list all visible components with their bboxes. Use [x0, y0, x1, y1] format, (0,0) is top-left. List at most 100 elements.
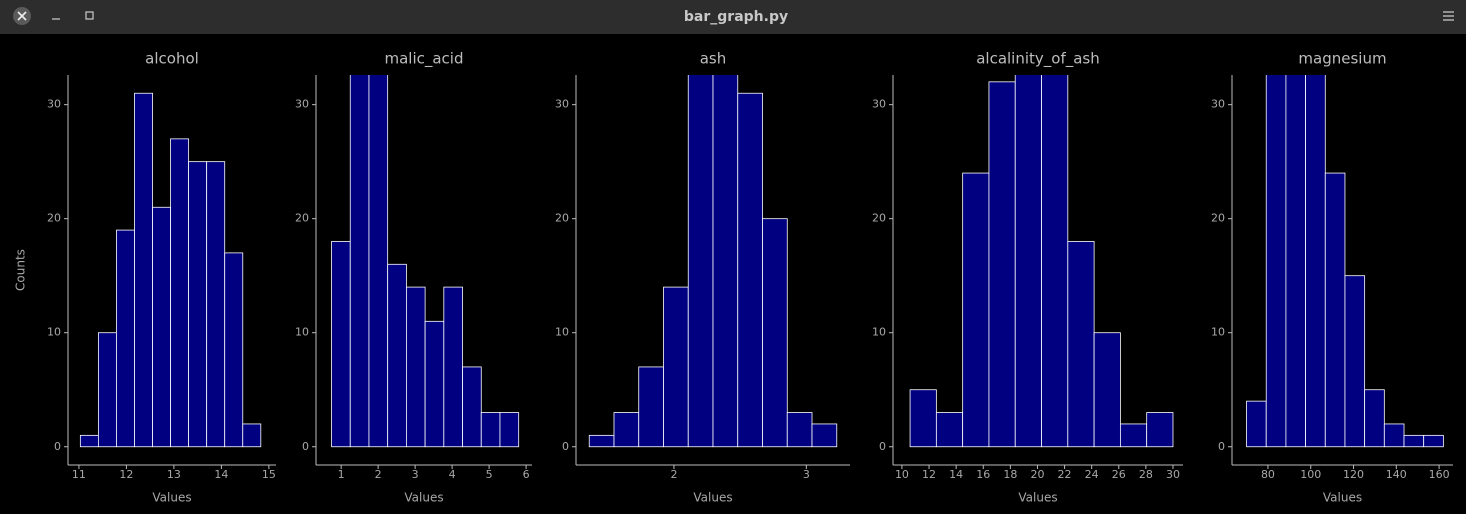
histogram-bar — [405, 286, 426, 448]
x-tick-label: 28 — [1139, 468, 1153, 481]
y-tick-label: 20 — [555, 212, 569, 225]
histogram-bar — [811, 423, 838, 448]
histogram-bar — [443, 286, 463, 448]
x-axis-label: Values — [693, 491, 732, 505]
histogram-bar — [349, 75, 370, 448]
histogram-bar — [1265, 75, 1287, 448]
histogram-bar — [1305, 75, 1326, 448]
histogram-bar — [786, 412, 813, 448]
histogram-bar — [1067, 241, 1095, 448]
histogram-bar — [638, 366, 664, 448]
histogram-bar — [97, 332, 117, 448]
histogram-bar — [613, 412, 640, 448]
histogram-bar — [480, 412, 501, 448]
histogram-bar — [909, 389, 937, 448]
y-tick-label: 20 — [872, 212, 886, 225]
y-tick-label: 30 — [1211, 98, 1225, 111]
histogram-bar — [242, 423, 262, 448]
histogram-bar — [988, 81, 1016, 448]
histogram-bar — [588, 434, 615, 448]
y-tick-label: 0 — [54, 440, 61, 453]
x-tick-label: 5 — [486, 468, 493, 481]
histogram-bar — [331, 241, 351, 448]
x-tick-label: 10 — [895, 468, 909, 481]
x-tick-label: 80 — [1261, 468, 1275, 481]
y-tick-label: 0 — [879, 440, 886, 453]
y-tick-label: 20 — [47, 212, 61, 225]
title-bar — [0, 0, 1466, 34]
histogram-bar — [1403, 434, 1425, 448]
histogram-bar — [1364, 389, 1385, 448]
chart-title: malic_acid — [384, 50, 463, 69]
histogram-bar — [762, 218, 788, 448]
y-tick-label: 10 — [1211, 326, 1225, 339]
x-tick-label: 3 — [412, 468, 419, 481]
x-tick-label: 24 — [1085, 468, 1099, 481]
plot-area — [1246, 75, 1444, 448]
maximize-button[interactable] — [85, 11, 94, 20]
histogram-bar — [188, 161, 208, 448]
histogram-bar — [462, 366, 482, 448]
x-tick-label: 1 — [338, 468, 345, 481]
plot-area — [909, 75, 1174, 448]
x-tick-label: 160 — [1429, 468, 1450, 481]
histogram-bar — [499, 412, 520, 448]
histogram-bar — [79, 434, 99, 448]
x-axis-label: Values — [1323, 491, 1362, 505]
x-tick-label: 16 — [976, 468, 990, 481]
histogram-bar — [1146, 412, 1174, 448]
histogram-bar — [116, 229, 135, 448]
histogram-bar — [1344, 275, 1366, 448]
y-tick-label: 0 — [1218, 440, 1225, 453]
x-axis-label: Values — [152, 491, 191, 505]
plot-area — [331, 75, 520, 448]
y-tick-label: 10 — [872, 326, 886, 339]
x-axis-label: Values — [1018, 491, 1057, 505]
y-tick-label: 10 — [47, 326, 61, 339]
plot-area — [588, 75, 838, 448]
x-tick-label: 6 — [523, 468, 530, 481]
menu-button[interactable] — [1443, 11, 1454, 21]
y-tick-label: 30 — [555, 98, 569, 111]
histogram-bar — [1246, 400, 1267, 448]
y-tick-label: 10 — [555, 326, 569, 339]
histogram-bar — [1119, 423, 1148, 448]
histogram-bar — [387, 263, 407, 448]
histogram-bar — [424, 320, 445, 448]
chart-title: magnesium — [1298, 50, 1386, 68]
chart-title: alcohol — [145, 50, 199, 68]
histogram-bar — [1324, 172, 1346, 448]
chart-title: alcalinity_of_ash — [976, 50, 1100, 69]
x-tick-label: 4 — [449, 468, 456, 481]
histogram-bar — [206, 161, 226, 448]
histogram-bar — [224, 252, 244, 448]
x-tick-label: 14 — [214, 468, 228, 481]
x-tick-label: 2 — [375, 468, 382, 481]
x-tick-label: 100 — [1300, 468, 1321, 481]
y-tick-label: 30 — [47, 98, 61, 111]
x-tick-label: 12 — [922, 468, 936, 481]
y-tick-label: 30 — [872, 98, 886, 111]
x-tick-label: 22 — [1058, 468, 1072, 481]
x-tick-label: 26 — [1112, 468, 1126, 481]
histogram-bar — [737, 92, 763, 448]
x-tick-label: 140 — [1386, 468, 1407, 481]
x-tick-label: 2 — [670, 468, 677, 481]
histogram-bar — [935, 412, 964, 448]
x-tick-label: 120 — [1343, 468, 1364, 481]
y-tick-label: 0 — [302, 440, 309, 453]
x-tick-label: 30 — [1166, 468, 1180, 481]
x-tick-label: 20 — [1030, 468, 1044, 481]
histogram-bar — [368, 75, 389, 448]
x-axis-label: Values — [404, 491, 443, 505]
x-tick-label: 14 — [949, 468, 963, 481]
histogram-bar — [170, 138, 190, 448]
close-icon — [17, 11, 27, 21]
x-tick-label: 18 — [1003, 468, 1017, 481]
histogram-bar — [1041, 75, 1069, 448]
histogram-bar — [134, 92, 153, 448]
y-tick-label: 20 — [1211, 212, 1225, 225]
x-tick-label: 13 — [167, 468, 181, 481]
